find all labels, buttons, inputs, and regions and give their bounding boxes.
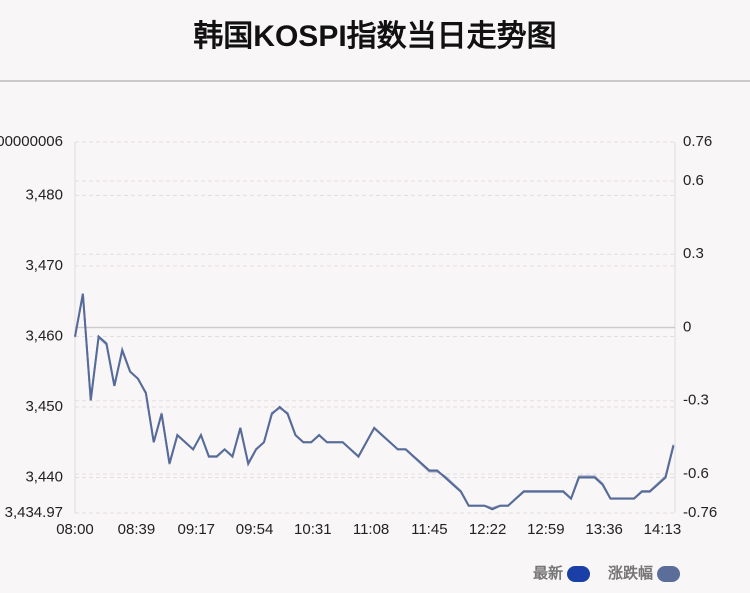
legend-label: 最新 xyxy=(533,564,563,582)
legend-swatch xyxy=(567,566,591,582)
x-tick-label: 12:59 xyxy=(527,521,565,538)
x-tick-label: 08:00 xyxy=(56,521,94,538)
legend-swatch xyxy=(657,566,681,582)
y-tick-label: 3,487.5700000006 xyxy=(0,133,63,150)
x-tick-label: 09:54 xyxy=(236,521,274,538)
y2-tick-label: 0 xyxy=(683,318,691,335)
legend-label: 涨跌幅 xyxy=(608,564,653,582)
x-tick-label: 14:13 xyxy=(644,521,682,538)
x-tick-label: 11:45 xyxy=(411,521,447,538)
y-tick-label: 3,440 xyxy=(25,468,63,485)
y2-tick-label: -0.6 xyxy=(683,465,709,482)
x-tick-label: 10:31 xyxy=(294,521,332,538)
y-tick-label: 3,450 xyxy=(25,398,63,415)
x-tick-label: 08:39 xyxy=(118,521,156,538)
x-tick-label: 13:36 xyxy=(585,521,623,538)
x-tick-label: 12:22 xyxy=(469,521,507,538)
y-tick-label: 3,480 xyxy=(25,186,63,203)
x-tick-label: 09:17 xyxy=(177,521,215,538)
y2-tick-label: 0.6 xyxy=(683,172,704,189)
y2-tick-label: -0.3 xyxy=(683,392,709,409)
x-tick-label: 11:08 xyxy=(353,521,389,538)
y2-tick-label: -0.76 xyxy=(683,504,717,521)
y-tick-label: 3,460 xyxy=(25,327,63,344)
y2-tick-label: 0.3 xyxy=(683,245,704,262)
y2-tick-label: 0.76 xyxy=(683,133,712,150)
line-series xyxy=(74,293,675,510)
y-tick-label: 3,434.97 xyxy=(5,504,63,521)
chart-title: 韩国KOSPI指数当日走势图 xyxy=(193,20,556,53)
y-tick-label: 3,470 xyxy=(25,257,63,274)
